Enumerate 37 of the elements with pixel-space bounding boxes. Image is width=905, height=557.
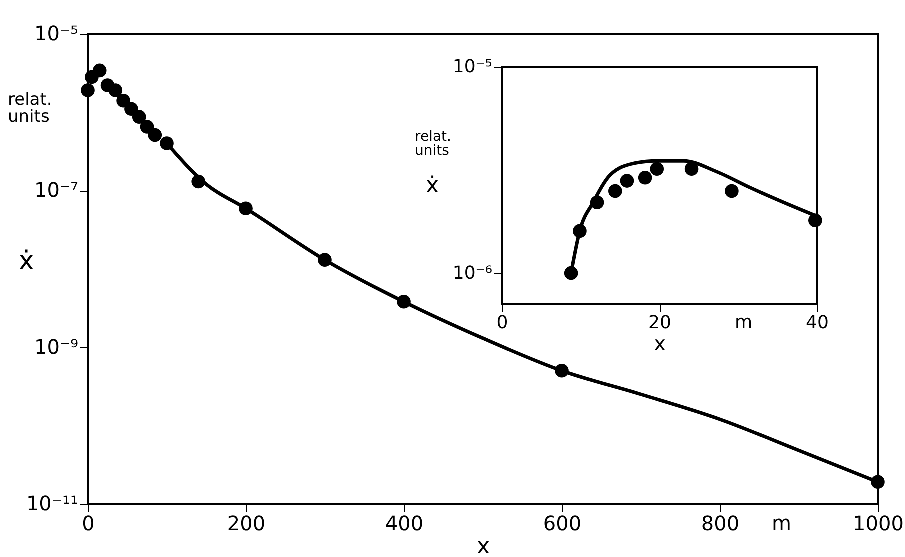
- point: [650, 162, 664, 176]
- text: relat. units: [8, 90, 54, 127]
- y-tick-label: 10⁻⁵: [452, 56, 492, 78]
- x-tick-label: 0: [82, 512, 95, 536]
- point: [124, 102, 138, 116]
- x-tick-label: 1000: [853, 512, 904, 536]
- point: [116, 94, 130, 108]
- point: [108, 84, 123, 98]
- x-tick-label: 800: [701, 512, 740, 536]
- annotation: m: [735, 312, 754, 333]
- point: [638, 171, 652, 185]
- x-tick-label: 200: [227, 512, 266, 536]
- x-axis-title: x: [476, 534, 490, 557]
- point: [725, 184, 739, 198]
- x-tick-label: 600: [543, 512, 582, 536]
- annotation: relat. units: [415, 129, 452, 159]
- y-axis-title: ẋ: [426, 174, 440, 198]
- x-tick-label: 20: [648, 312, 672, 334]
- x-tick-label: 40: [806, 312, 829, 334]
- point: [132, 110, 146, 124]
- point: [684, 162, 699, 176]
- text: m: [772, 511, 792, 535]
- x-tick-label: 0: [496, 312, 508, 334]
- y-tick-label: 10⁻⁶: [452, 262, 492, 284]
- y-tick-label: 10⁻⁵: [34, 22, 78, 46]
- point: [92, 64, 107, 78]
- y-tick-label: 10⁻⁹: [34, 334, 78, 359]
- point: [148, 128, 162, 142]
- point: [140, 120, 154, 134]
- y-tick-label: 10⁻⁷: [34, 178, 78, 202]
- y-tick-label: 10⁻¹¹: [26, 492, 78, 516]
- point: [81, 84, 95, 98]
- point: [608, 184, 622, 198]
- x-axis-title: x: [654, 332, 666, 356]
- y-axis-title: ẋ: [18, 246, 34, 276]
- point: [620, 174, 634, 188]
- x-tick-label: 400: [385, 512, 424, 536]
